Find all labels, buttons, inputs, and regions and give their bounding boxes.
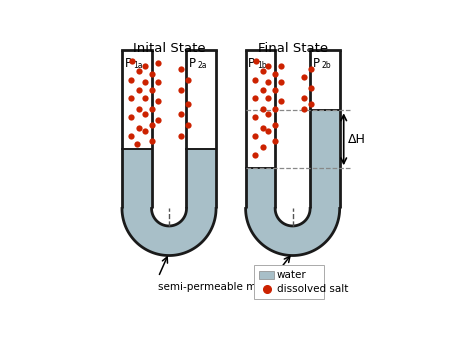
Text: P: P	[248, 57, 255, 70]
Bar	[259, 271, 274, 279]
Text: dissolved salt: dissolved salt	[276, 284, 348, 294]
Text: ΔH: ΔH	[348, 133, 365, 146]
Text: 1a: 1a	[133, 61, 143, 70]
Text: P: P	[189, 57, 196, 70]
Text: P: P	[313, 57, 320, 70]
Text: semi-permeable membrane: semi-permeable membrane	[158, 282, 303, 292]
Text: Final State: Final State	[257, 42, 328, 55]
Polygon shape	[122, 149, 216, 255]
Text: 2b: 2b	[321, 61, 331, 70]
Text: Inital State: Inital State	[133, 42, 205, 55]
Text: 1b: 1b	[257, 61, 266, 70]
Text: P: P	[125, 57, 132, 70]
FancyBboxPatch shape	[254, 265, 324, 298]
Text: 2a: 2a	[198, 61, 207, 70]
Polygon shape	[246, 110, 340, 255]
Text: water: water	[276, 270, 306, 280]
